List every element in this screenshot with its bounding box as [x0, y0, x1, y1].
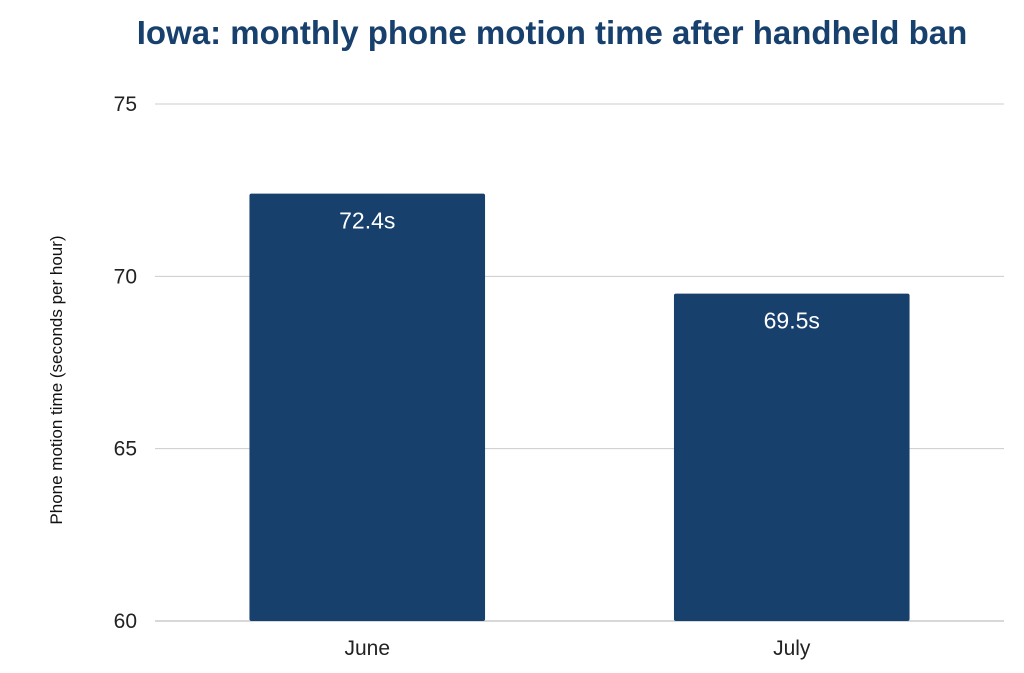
y-tick-label: 65	[114, 438, 137, 461]
y-tick-labels: 60 65 70 75	[114, 93, 137, 633]
bar-july	[673, 293, 910, 621]
x-tick-label: July	[773, 637, 811, 660]
y-tick-label: 75	[114, 93, 137, 116]
bars: 72.4s 69.5s	[249, 193, 910, 621]
x-tick-label: June	[344, 637, 390, 660]
bar-value-label: 72.4s	[339, 208, 395, 234]
chart-title: Iowa: monthly phone motion time after ha…	[136, 14, 968, 51]
x-tick-labels: June July	[344, 637, 810, 660]
y-tick-label: 70	[114, 265, 137, 288]
bar-june	[249, 193, 486, 621]
bar-value-label: 69.5s	[764, 308, 820, 334]
y-tick-label: 60	[114, 610, 137, 633]
